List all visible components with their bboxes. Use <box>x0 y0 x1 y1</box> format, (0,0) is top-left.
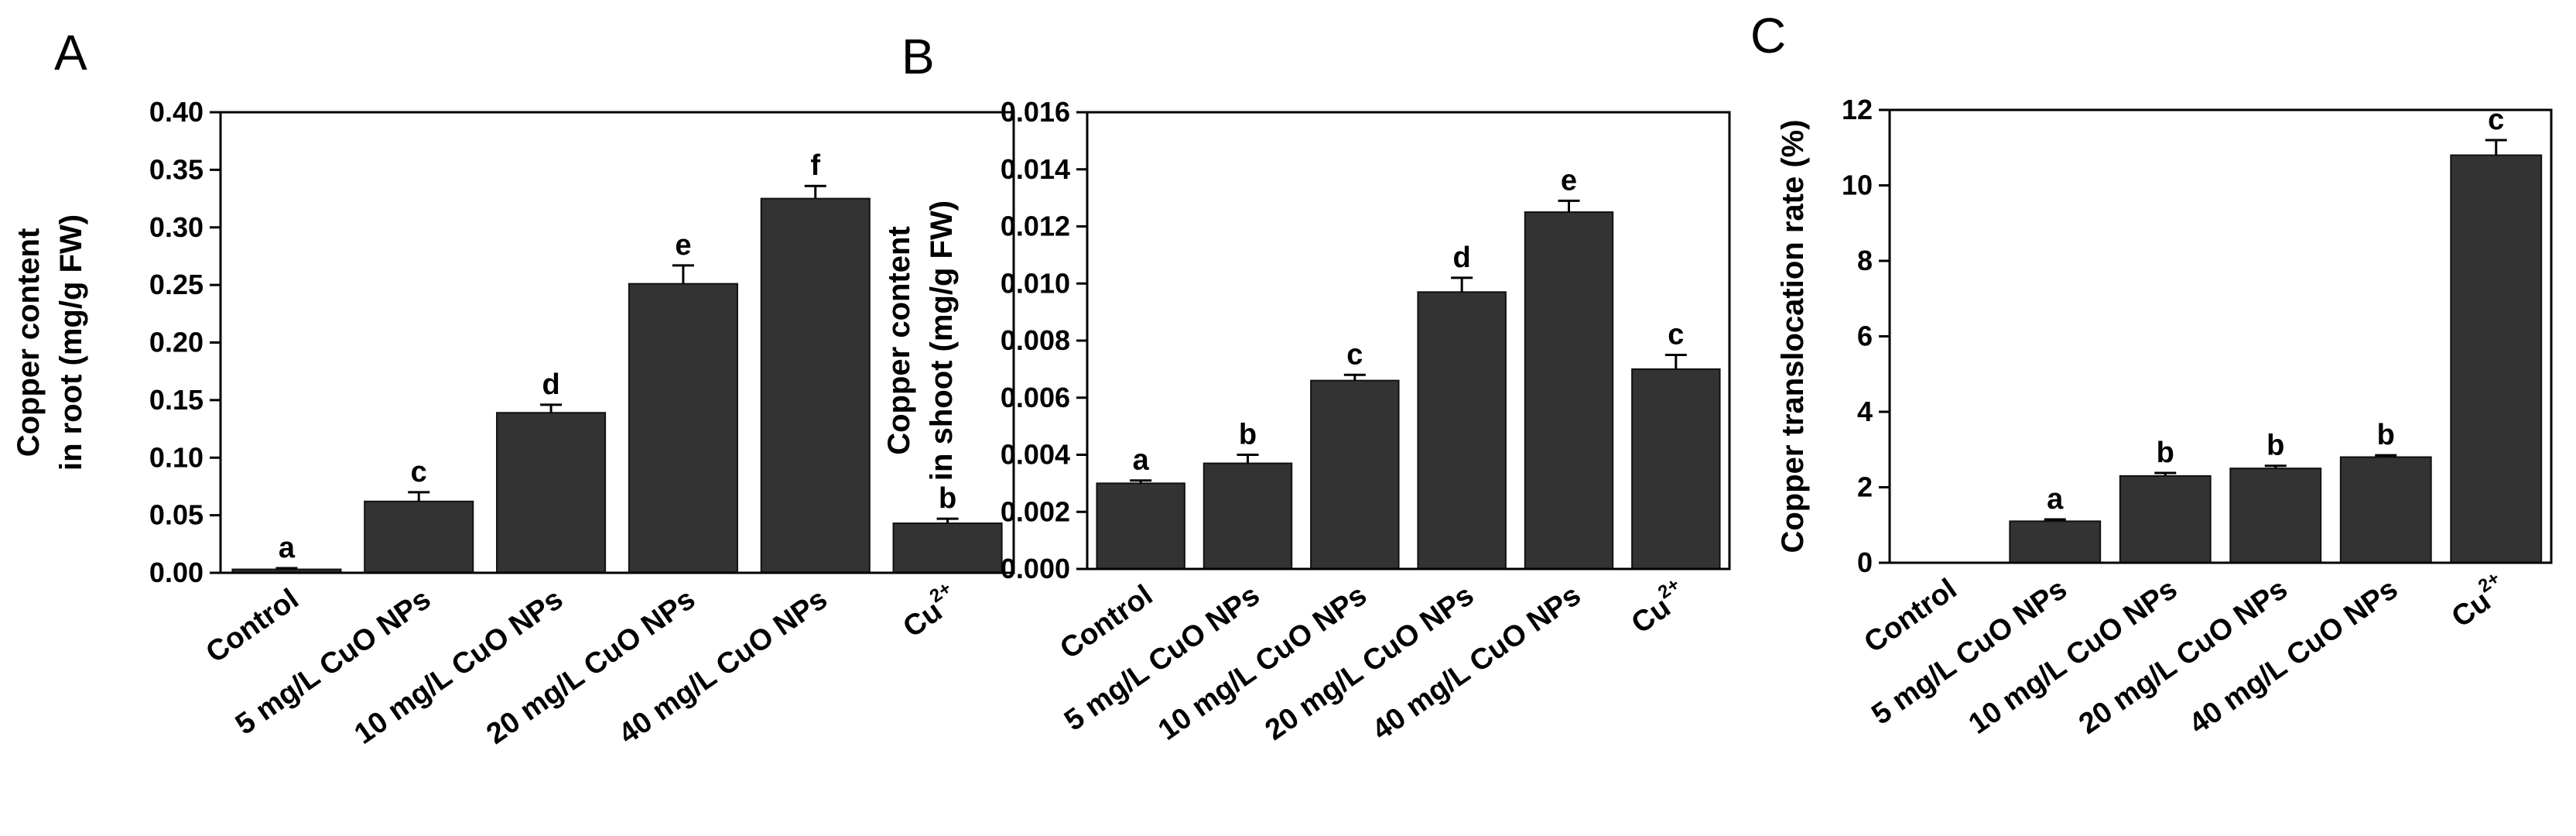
significance-letter: b <box>1239 419 1257 451</box>
panel-b: B 0.000 0.002 0.004 0.006 0.008 0.010 0.012 0.01… <box>882 29 1731 747</box>
y-tick-label: 0.10 <box>149 441 204 473</box>
category-label: 10 mg/L CuO NPs <box>1963 573 2184 741</box>
category-label: Cu2+ <box>894 577 966 644</box>
bar <box>1417 291 1507 570</box>
y-tick-label: 0 <box>1857 546 1873 578</box>
bar <box>2450 154 2543 564</box>
category-label: 20 mg/L CuO NPs <box>2073 573 2294 741</box>
bar <box>364 500 474 574</box>
y-axis-label: in root (mg/g FW) <box>54 214 88 471</box>
y-tick-label: 0.15 <box>149 384 204 416</box>
y-tick-label: 0.05 <box>149 499 204 531</box>
plot-frame <box>1888 108 2553 564</box>
bar <box>2339 456 2432 564</box>
category-label: 5 mg/L CuO NPs <box>1866 573 2073 732</box>
significance-letter: c <box>411 456 427 488</box>
y-tick-label: 0.008 <box>1001 324 1070 356</box>
category-label: Cu2+ <box>1622 574 1694 640</box>
significance-letter: c <box>1668 318 1684 351</box>
bar <box>628 283 738 574</box>
y-tick-label: 0.014 <box>1001 153 1070 185</box>
panel-a: A 0.00 0.05 0.10 0.15 0.20 0.25 0.30 0.35 0.40 a Co… <box>12 25 1015 751</box>
y-tick-label: 0.00 <box>149 557 204 588</box>
category-label: 40 mg/L CuO NPs <box>2184 573 2404 741</box>
bar <box>1524 211 1614 570</box>
significance-letter: b <box>2377 419 2395 451</box>
plot-frame <box>219 111 1015 574</box>
y-tick-label: 6 <box>1857 320 1873 352</box>
bar <box>1631 368 1721 570</box>
y-tick-label: 12 <box>1842 94 1873 125</box>
y-tick-label: 0.30 <box>149 211 204 243</box>
y-tick-label: 8 <box>1857 245 1873 276</box>
y-tick-label: 0.25 <box>149 269 204 300</box>
y-tick-label: 10 <box>1842 170 1873 201</box>
bar <box>2119 475 2212 564</box>
significance-letter: f <box>810 149 820 182</box>
significance-letter: a <box>2047 483 2064 516</box>
y-tick-label: 2 <box>1857 471 1873 503</box>
y-axis-label: Copper content <box>12 228 46 457</box>
bar <box>1202 462 1293 570</box>
y-axis-label: Copper translocation rate (%) <box>1776 119 1810 553</box>
significance-letter: c <box>2488 104 2504 136</box>
significance-letter: c <box>1346 338 1363 371</box>
significance-letter: d <box>1453 242 1471 274</box>
significance-letter: b <box>2266 430 2284 462</box>
significance-letter: b <box>2157 437 2174 469</box>
y-tick-label: 0.004 <box>1001 439 1070 471</box>
significance-letter: a <box>1133 444 1150 477</box>
y-tick-label: 0.010 <box>1001 267 1070 299</box>
significance-letter: d <box>542 368 559 401</box>
panel-letter: B <box>901 29 935 84</box>
category-label: Control <box>1859 573 1963 660</box>
y-tick-label: 0.35 <box>149 153 204 185</box>
y-tick-label: 4 <box>1857 396 1873 427</box>
y-tick-label: 0.002 <box>1001 495 1070 527</box>
y-axis-label: in shoot (mg/g FW) <box>925 200 959 481</box>
panel-c: C 0 2 4 6 8 10 12 Control a 5 mg/L CuO NPs b 10 mg/L… <box>1750 8 2553 741</box>
bar <box>1096 482 1185 570</box>
y-tick-label: 0.000 <box>1001 553 1070 584</box>
y-tick-label: 0.20 <box>149 327 204 358</box>
bar <box>760 197 871 574</box>
panel-letter: C <box>1750 8 1786 63</box>
y-tick-label: 0.012 <box>1001 211 1070 242</box>
significance-letter: b <box>939 482 956 515</box>
bar <box>1310 379 1400 570</box>
y-axis-label: Copper content <box>882 226 916 455</box>
plot-frame <box>1086 111 1731 570</box>
panel-letter: A <box>54 25 87 81</box>
bar <box>892 522 1003 574</box>
significance-letter: a <box>279 532 296 564</box>
bar <box>2229 468 2322 564</box>
bar <box>2009 520 2102 564</box>
y-tick-label: 0.006 <box>1001 382 1070 413</box>
significance-letter: e <box>1561 164 1577 197</box>
category-label: Control <box>200 583 305 670</box>
y-tick-label: 0.40 <box>149 96 204 128</box>
y-tick-label: 0.016 <box>1001 96 1070 128</box>
category-label: Cu2+ <box>2442 567 2514 634</box>
significance-letter: e <box>675 229 691 262</box>
bar <box>496 412 607 574</box>
